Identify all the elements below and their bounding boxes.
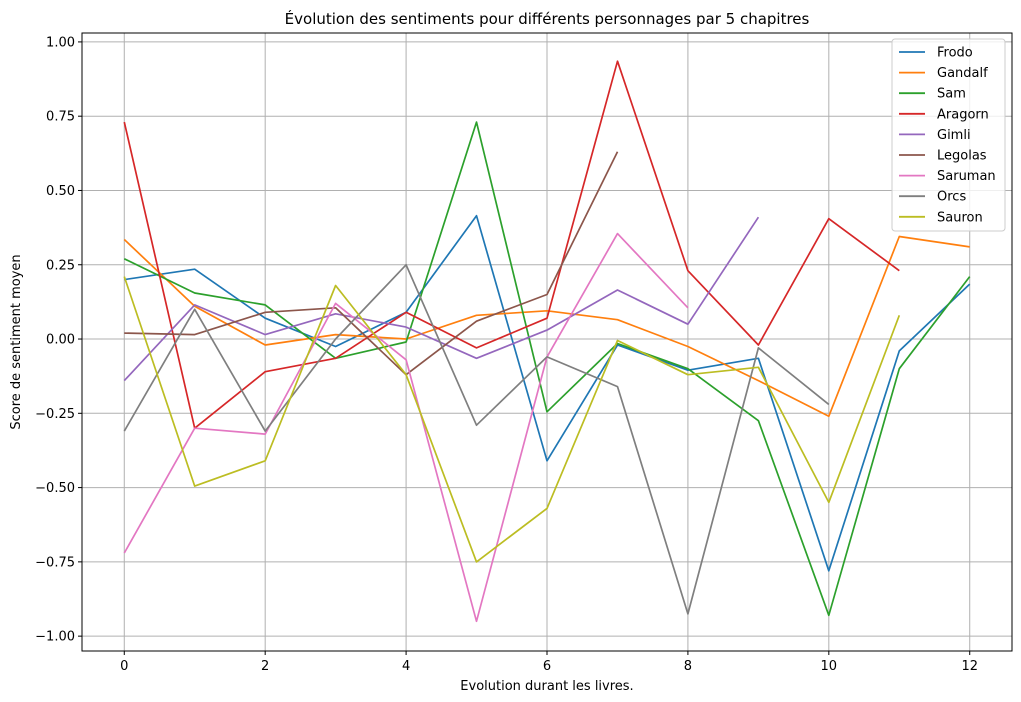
series-line-gandalf [123,235,970,418]
legend-label-saruman: Saruman [937,169,996,184]
x-axis-title: Evolution durant les livres. [460,679,633,694]
grid [82,33,1012,651]
series-lines [123,60,971,623]
y-tick-label: 1.00 [46,35,75,50]
y-tick-label: 0.50 [46,184,75,199]
y-tick-label: −0.50 [35,481,75,496]
x-tick-label: 10 [821,659,838,674]
legend: Frodo Gandalf Sam Aragorn Gimli Legolas Saruma… [891,38,1006,232]
y-tick-label: −1.00 [35,630,75,645]
legend-label-orcs: Orcs [937,190,966,205]
legend-label-sauron: Sauron [937,210,983,225]
x-tick-label: 6 [543,659,551,674]
series-line-sauron [123,276,901,563]
y-tick-label: −0.25 [35,407,75,422]
legend-label-aragorn: Aragorn [937,107,989,122]
x-tick-label: 0 [120,659,128,674]
y-tick-label: 0.00 [46,333,75,348]
legend-label-gandalf: Gandalf [937,66,988,81]
x-tick-label: 2 [261,659,269,674]
x-tick-label: 8 [684,659,692,674]
legend-label-sam: Sam [937,87,966,102]
axis-ticks: 0 2 4 6 8 10 12 1.00 0.75 0.50 0.25 0.00 −0.25 −0.50 −… [35,35,978,674]
series-line-sam [123,121,971,617]
legend-label-frodo: Frodo [937,46,973,61]
x-tick-label: 4 [402,659,410,674]
y-axis-title: Score de sentiment moyen [9,254,24,429]
series-line-orcs [123,263,830,615]
legend-label-legolas: Legolas [937,149,987,164]
x-tick-label: 12 [961,659,978,674]
series-line-frodo [124,214,971,572]
y-tick-label: 0.75 [46,110,75,125]
legend-label-gimli: Gimli [937,128,971,143]
series-line-aragorn [123,60,900,430]
chart-title: Évolution des sentiments pour différents… [285,9,810,28]
legend-items: Frodo Gandalf Sam Aragorn Gimli Legolas Saruma… [899,46,996,225]
y-tick-label: 0.25 [46,258,75,273]
legend-box [891,38,1006,232]
series-line-saruman [123,232,689,623]
series-line-gimli [123,216,760,382]
y-tick-label: −0.75 [35,555,75,570]
